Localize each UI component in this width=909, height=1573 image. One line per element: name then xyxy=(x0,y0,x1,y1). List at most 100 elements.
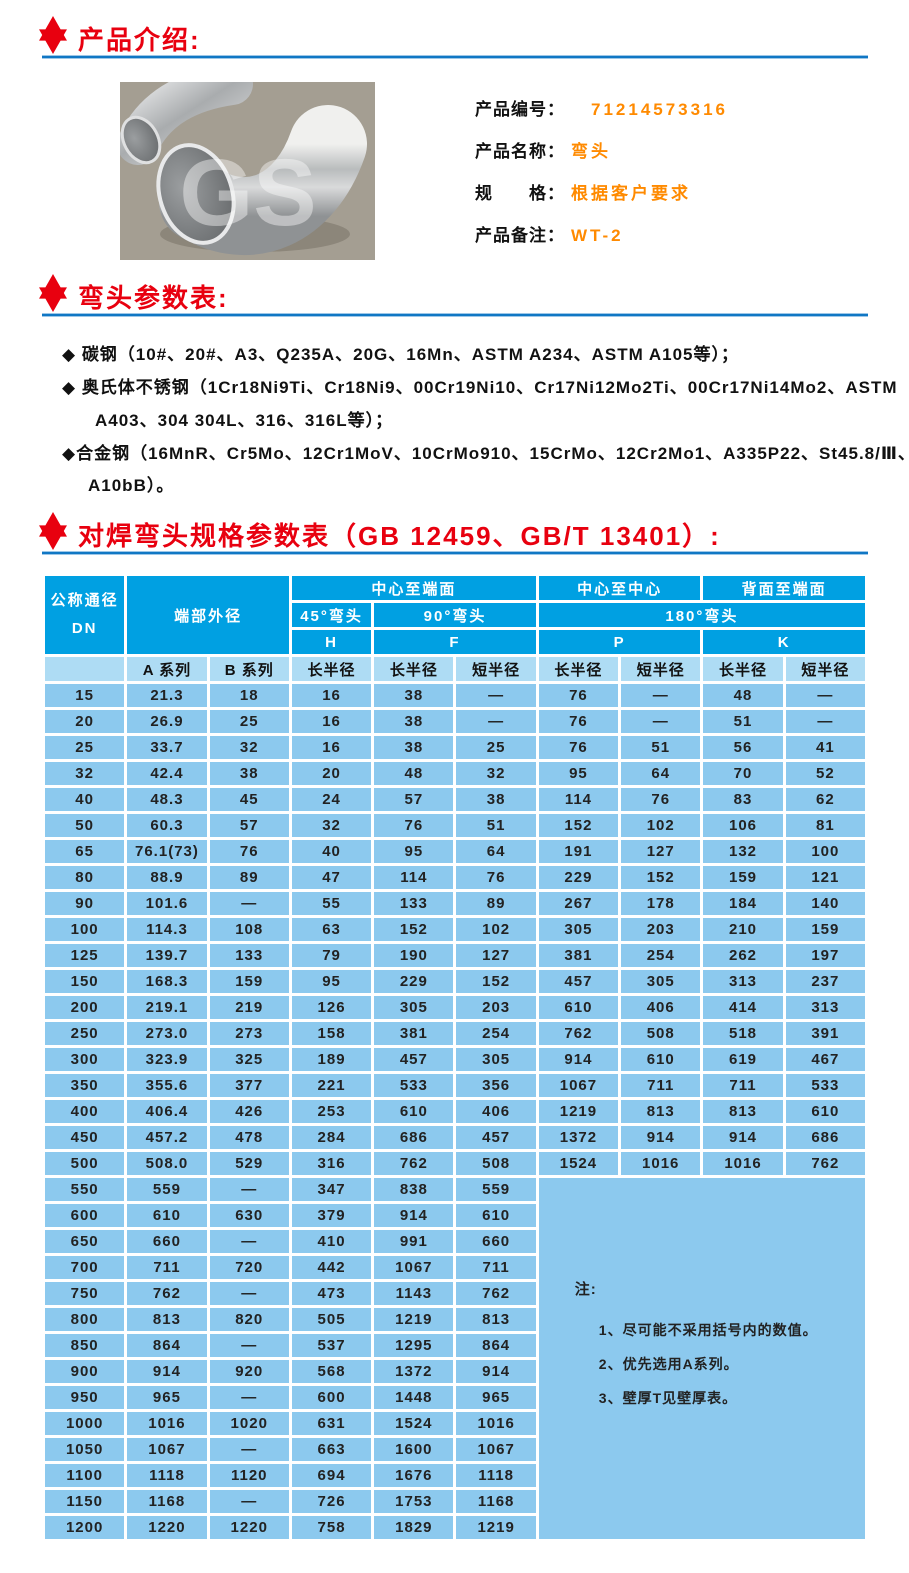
table-cell: 95 xyxy=(374,840,454,863)
table-row: 400 406.4 426 253 610 406 1219 813 813 610 xyxy=(45,1100,865,1123)
table-cell: 76 xyxy=(374,814,454,837)
table-row: 200 219.1 219 126 305 203 610 406 414 313 xyxy=(45,996,865,1019)
table-cell: 253 xyxy=(291,1100,372,1123)
table-cell: 52 xyxy=(785,762,865,785)
table-cell: 610 xyxy=(538,996,619,1019)
table-cell: 150 xyxy=(45,970,125,993)
table-cell: 48 xyxy=(703,684,783,707)
table-cell: 965 xyxy=(127,1386,207,1409)
table-cell: 24 xyxy=(291,788,372,811)
table-cell: 32 xyxy=(45,762,125,785)
table-cell: 694 xyxy=(291,1464,372,1487)
table-cell: 106 xyxy=(703,814,783,837)
table-cell: 610 xyxy=(456,1204,536,1227)
table-cell: 127 xyxy=(621,840,701,863)
table-cell: 76 xyxy=(538,710,619,733)
subheader-series-b: B 系列 xyxy=(209,657,289,681)
table-row: 100 114.3 108 63 152 102 305 203 210 159 xyxy=(45,918,865,941)
table-cell: 914 xyxy=(538,1048,619,1071)
table-cell: 100 xyxy=(45,918,125,941)
table-cell: — xyxy=(209,1178,289,1201)
table-cell: 38 xyxy=(374,736,454,759)
material-item-3-line-1: ◆合金钢（16MnR、Cr5Mo、12Cr1MoV、10CrMo910、15Cr… xyxy=(62,439,909,464)
table-cell: 559 xyxy=(127,1178,207,1201)
table-cell: 126 xyxy=(291,996,372,1019)
header-center-to-center: 中心至中心 xyxy=(538,576,701,600)
table-row: 750 762—473 1143 762 xyxy=(45,1282,865,1305)
table-cell: 686 xyxy=(374,1126,454,1149)
table-cell: 991 xyxy=(374,1230,454,1253)
table-cell: 152 xyxy=(374,918,454,941)
table-cell: 168.3 xyxy=(127,970,207,993)
table-cell: 62 xyxy=(785,788,865,811)
material-item-1: ◆ 碳钢（10#、20#、A3、Q235A、20G、16Mn、ASTM A234… xyxy=(62,340,739,365)
table-cell: 57 xyxy=(209,814,289,837)
table-cell: 950 xyxy=(45,1386,125,1409)
table-cell: 21.3 xyxy=(127,684,207,707)
table-cell: 40 xyxy=(291,840,372,863)
table-cell: 762 xyxy=(785,1152,865,1175)
table-cell: 1100 xyxy=(45,1464,125,1487)
table-cell: 1067 xyxy=(127,1438,207,1461)
material-item-3-line-2: A10bB）。 xyxy=(88,476,175,495)
table-cell: 284 xyxy=(291,1126,372,1149)
table-cell: 1219 xyxy=(374,1308,454,1331)
table-cell: 51 xyxy=(456,814,536,837)
table-row: 1200 1220 1220 758 1829 1219 xyxy=(45,1516,865,1539)
table-cell: 1050 xyxy=(45,1438,125,1461)
table-row: 450 457.2 478 284 686 457 1372 914 914 686 xyxy=(45,1126,865,1149)
table-cell: 381 xyxy=(374,1022,454,1045)
table-cell: 533 xyxy=(374,1074,454,1097)
subheader-long-radius: 长半径 xyxy=(291,657,372,681)
table-cell: 1120 xyxy=(209,1464,289,1487)
table-cell: 711 xyxy=(456,1256,536,1279)
table-cell: 114 xyxy=(374,866,454,889)
table-cell: 267 xyxy=(538,892,619,915)
table-cell: — xyxy=(209,1334,289,1357)
table-cell: 533 xyxy=(785,1074,865,1097)
table-cell: 108 xyxy=(209,918,289,941)
table-cell: 1168 xyxy=(127,1490,207,1513)
section-title-intro: 产品介绍: xyxy=(78,25,201,55)
table-cell: 1200 xyxy=(45,1516,125,1539)
table-cell: 500 xyxy=(45,1152,125,1175)
table-cell: 325 xyxy=(209,1048,289,1071)
table-cell: 89 xyxy=(209,866,289,889)
field-label: 产品名称： xyxy=(475,142,565,161)
table-cell: 457 xyxy=(374,1048,454,1071)
table-cell: 16 xyxy=(291,684,372,707)
table-cell: 32 xyxy=(456,762,536,785)
table-cell: 152 xyxy=(621,866,701,889)
table-cell: — xyxy=(209,1282,289,1305)
table-cell: 850 xyxy=(45,1334,125,1357)
table-cell: 25 xyxy=(456,736,536,759)
table-cell: 114.3 xyxy=(127,918,207,941)
table-cell: 1000 xyxy=(45,1412,125,1435)
table-cell: 203 xyxy=(621,918,701,941)
spec-table: 公称通径 DN 端部外径 中心至端面 中心至中心 背面至端面 45°弯头 90°… xyxy=(42,573,868,1542)
table-cell: 184 xyxy=(703,892,783,915)
table-cell: 726 xyxy=(291,1490,372,1513)
table-cell: 965 xyxy=(456,1386,536,1409)
table-cell: 381 xyxy=(538,944,619,967)
watermark-text: GS xyxy=(179,140,316,246)
table-cell: 467 xyxy=(785,1048,865,1071)
product-field-spec: 规 格： 根据客户要求 xyxy=(475,179,691,204)
table-cell: 229 xyxy=(538,866,619,889)
header-k: K xyxy=(703,630,865,654)
table-cell: 660 xyxy=(456,1230,536,1253)
table-cell: 347 xyxy=(291,1178,372,1201)
table-row: 950 965—600 1448 965 xyxy=(45,1386,865,1409)
table-row: 1000 1016 1020 631 1524 1016 xyxy=(45,1412,865,1435)
table-cell: 262 xyxy=(703,944,783,967)
table-cell: 191 xyxy=(538,840,619,863)
table-cell: 650 xyxy=(45,1230,125,1253)
table-cell: 457 xyxy=(538,970,619,993)
table-cell: 114 xyxy=(538,788,619,811)
table-cell: 90 xyxy=(45,892,125,915)
table-cell: 864 xyxy=(456,1334,536,1357)
table-cell: 355.6 xyxy=(127,1074,207,1097)
table-cell: 1372 xyxy=(374,1360,454,1383)
table-row: 300 323.9 325 189 457 305 914 610 619 467 xyxy=(45,1048,865,1071)
table-cell: 83 xyxy=(703,788,783,811)
